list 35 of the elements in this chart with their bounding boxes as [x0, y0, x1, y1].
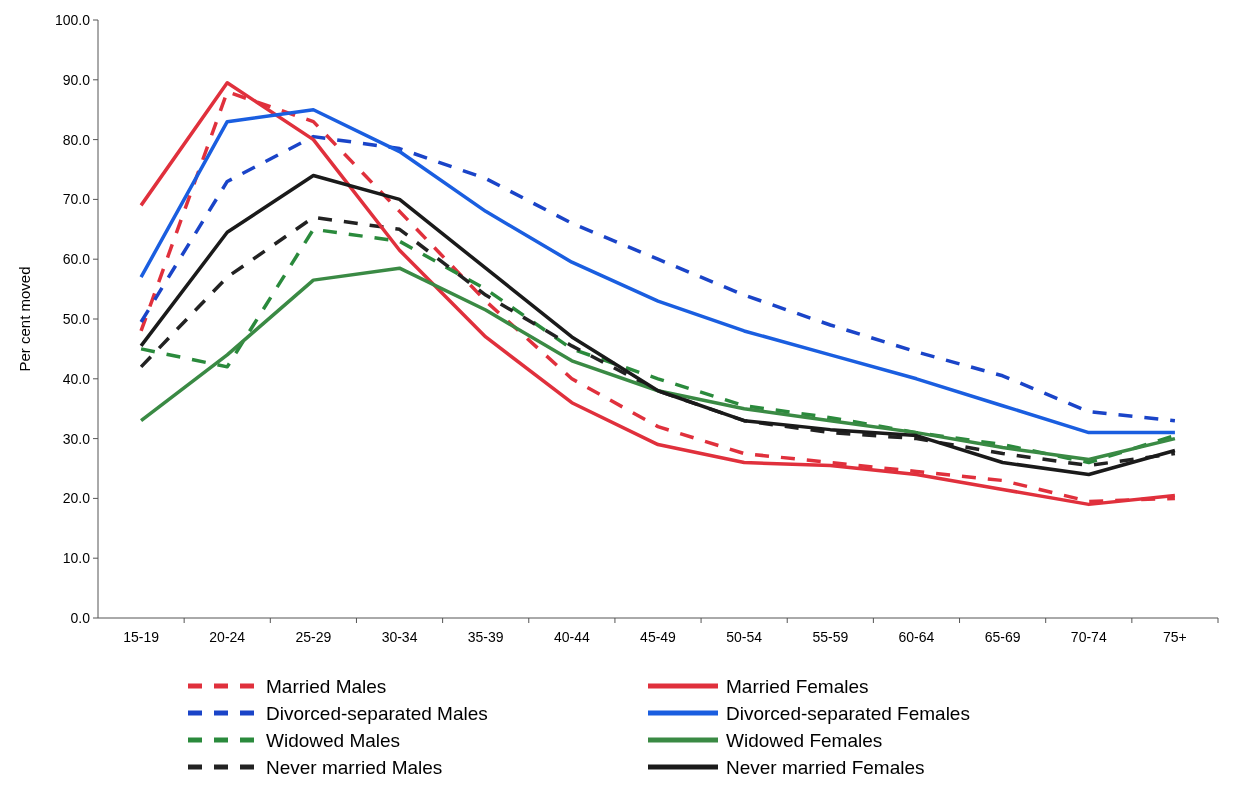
x-tick-label: 45-49	[640, 629, 677, 645]
x-tick-label: 55-59	[812, 629, 849, 645]
x-tick-label: 50-54	[726, 629, 763, 645]
y-tick-label: 0.0	[70, 609, 91, 626]
y-axis-title: Per cent moved	[16, 266, 33, 372]
legend-label: Divorced-separated Males	[266, 702, 488, 724]
y-tick-label: 60.0	[62, 251, 91, 268]
x-tick-label: 30-34	[381, 629, 418, 645]
y-tick-label: 80.0	[62, 131, 91, 148]
x-tick-label: 75+	[1163, 629, 1187, 645]
y-tick-label: 100.0	[54, 11, 91, 28]
legend-label: Divorced-separated Females	[726, 702, 970, 724]
x-tick-label: 70-74	[1070, 629, 1107, 645]
legend-label: Never married Males	[266, 756, 443, 778]
legend-label: Never married Females	[726, 756, 925, 778]
x-tick-label: 40-44	[553, 629, 590, 645]
x-tick-label: 15-19	[123, 629, 160, 645]
x-tick-label: 20-24	[209, 629, 246, 645]
y-tick-label: 20.0	[62, 490, 91, 507]
y-tick-label: 50.0	[62, 310, 91, 327]
y-tick-label: 70.0	[62, 191, 91, 208]
legend-label: Widowed Females	[726, 729, 883, 751]
x-tick-label: 60-64	[898, 629, 935, 645]
x-tick-label: 35-39	[467, 629, 504, 645]
legend-label: Widowed Males	[266, 729, 401, 751]
y-tick-label: 30.0	[62, 430, 91, 447]
y-tick-label: 10.0	[62, 550, 91, 567]
y-tick-label: 90.0	[62, 71, 91, 88]
legend-label: Married Males	[266, 675, 387, 697]
x-tick-label: 25-29	[295, 629, 332, 645]
line-series	[139, 173, 1177, 477]
x-tick-label: 65-69	[984, 629, 1021, 645]
y-tick-label: 40.0	[62, 370, 91, 387]
legend-label: Married Females	[726, 675, 869, 697]
line-series	[139, 266, 1177, 462]
